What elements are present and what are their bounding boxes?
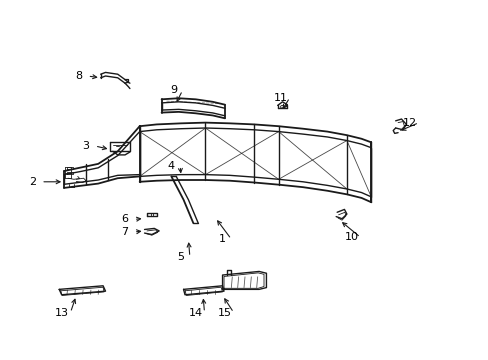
Text: 9: 9 — [170, 85, 177, 95]
Text: 4: 4 — [167, 161, 175, 171]
Text: 2: 2 — [29, 177, 36, 187]
Text: 14: 14 — [188, 308, 203, 318]
Text: 8: 8 — [75, 71, 82, 81]
Text: 7: 7 — [121, 227, 128, 237]
Text: 6: 6 — [122, 215, 128, 224]
Text: 10: 10 — [344, 232, 358, 242]
Text: 1: 1 — [219, 234, 225, 244]
Text: 13: 13 — [55, 308, 68, 318]
Text: 15: 15 — [218, 308, 231, 318]
Text: 12: 12 — [403, 118, 416, 128]
Text: 11: 11 — [273, 93, 287, 103]
Text: 5: 5 — [177, 252, 184, 262]
Text: 3: 3 — [82, 141, 89, 151]
